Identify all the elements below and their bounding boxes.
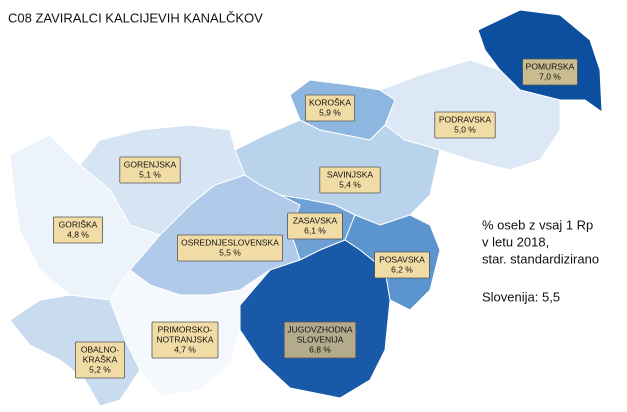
legend-text: star. standardizirano: [482, 251, 599, 266]
region-value: 6,1 %: [304, 225, 326, 235]
region-name: SLOVENIJA: [297, 334, 344, 344]
region-name: POSAVSKA: [379, 254, 425, 264]
region-name: POMURSKA: [526, 61, 575, 71]
region-value: 6,8 %: [309, 344, 331, 354]
region-name: GORENJSKA: [124, 159, 177, 169]
label-box: [75, 341, 126, 379]
label-box: [283, 321, 357, 359]
summary-note: Slovenija: 5,5: [482, 289, 560, 304]
region-value: 4,8 %: [67, 229, 89, 239]
region-name: OSREDNJESLOVENSKA: [181, 237, 279, 247]
region-name: ZASAVSKA: [293, 215, 338, 225]
region-name: JUGOVZHODNA: [287, 324, 353, 334]
label-box: [374, 251, 430, 279]
label-box: [304, 94, 355, 122]
region-name: NOTRANJSKA: [156, 334, 213, 344]
legend-text: v letu 2018,: [482, 234, 549, 249]
map-title: C08 ZAVIRALCI KALCIJEVIH KANALČKOV: [8, 10, 263, 25]
region-value: 4,7 %: [174, 344, 196, 354]
region-name: GORIŠKA: [59, 219, 98, 229]
label-box: [319, 166, 381, 194]
region-value: 5,4 %: [339, 179, 361, 189]
region-value: 5,0 %: [454, 124, 476, 134]
region-value: 5,5 %: [219, 247, 241, 257]
region-value: 5,1 %: [139, 169, 161, 179]
region-name: PRIMORSKO-: [158, 324, 213, 334]
label-box: [119, 156, 181, 184]
region-name: KRAŠKA: [83, 354, 118, 364]
region-name: OBALNO-: [81, 344, 119, 354]
region-value: 5,2 %: [89, 364, 111, 374]
legend-text: % oseb z vsaj 1 Rp: [482, 217, 593, 232]
label-box: [53, 216, 104, 244]
region-name: PODRAVSKA: [439, 114, 492, 124]
region-name: SAVINJSKA: [327, 169, 373, 179]
label-box: [176, 234, 283, 262]
region-value: 6,2 %: [391, 264, 413, 274]
region-name: KOROŠKA: [309, 97, 351, 107]
label-box: [522, 58, 578, 86]
region-value: 5,9 %: [319, 107, 341, 117]
label-box: [151, 321, 219, 359]
label-box: [287, 212, 343, 240]
label-box: [434, 111, 496, 139]
region-value: 7,0 %: [539, 71, 561, 81]
